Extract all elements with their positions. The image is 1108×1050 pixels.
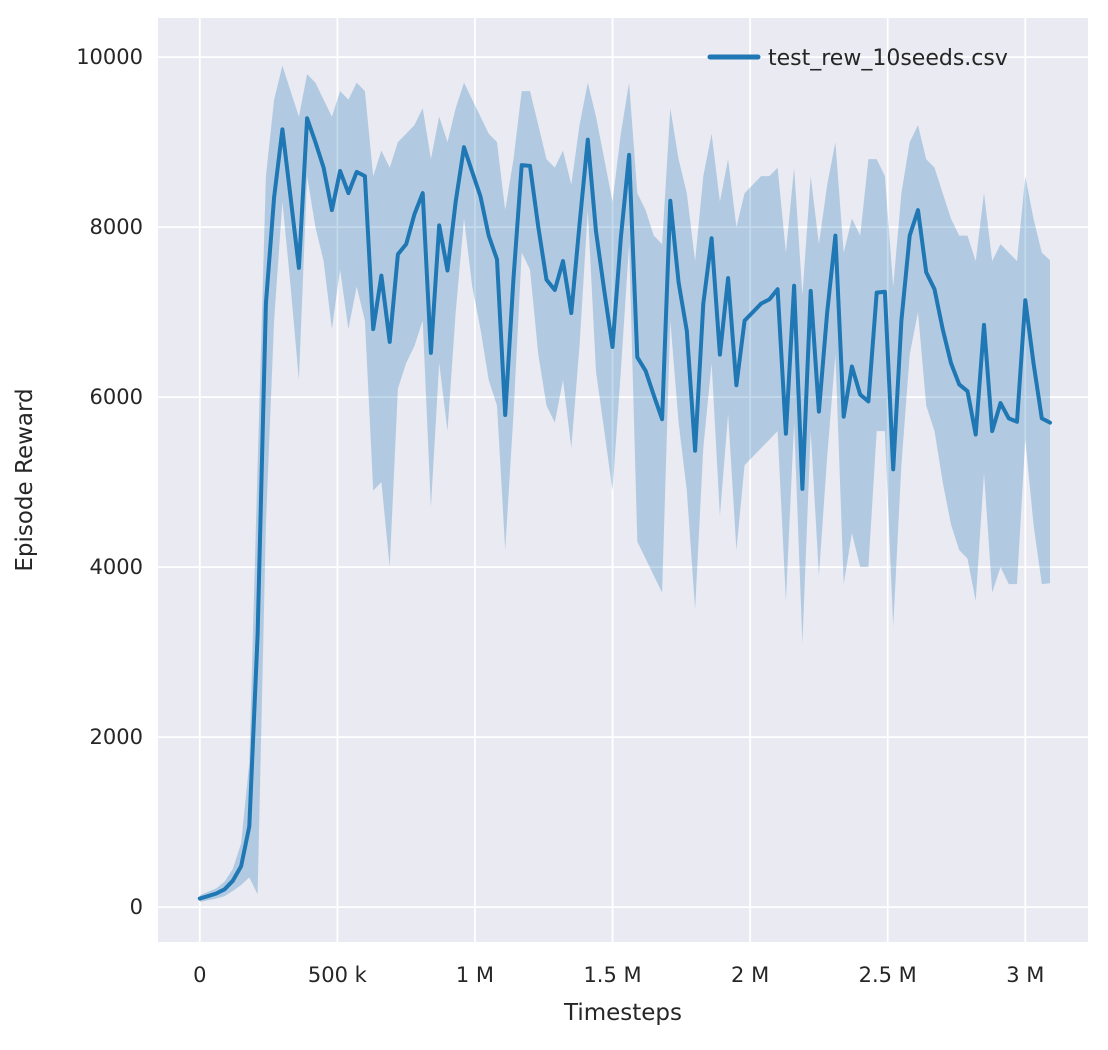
legend-label: test_rew_10seeds.csv	[768, 46, 1008, 71]
y-tick-label: 8000	[90, 215, 143, 239]
x-tick-label: 1 M	[456, 963, 494, 987]
x-tick-label: 3 M	[1006, 963, 1044, 987]
y-tick-label: 10000	[76, 45, 143, 69]
y-axis-label: Episode Reward	[12, 388, 38, 571]
y-tick-label: 4000	[90, 555, 143, 579]
x-tick-label: 500 k	[308, 963, 368, 987]
x-tick-label: 1.5 M	[583, 963, 641, 987]
y-tick-labels: 0 2000 4000 6000 8000 10000	[76, 45, 143, 919]
x-axis-label: Timesteps	[563, 1000, 682, 1026]
y-tick-label: 6000	[90, 385, 143, 409]
x-tick-label: 0	[193, 963, 206, 987]
y-tick-label: 2000	[90, 725, 143, 749]
legend: test_rew_10seeds.csv	[707, 46, 1008, 71]
grid-lines	[158, 18, 1088, 942]
mean-line	[197, 116, 1052, 901]
x-tick-labels: 0 500 k 1 M 1.5 M 2 M 2.5 M 3 M	[193, 963, 1044, 987]
plot-panel	[158, 18, 1088, 942]
x-tick-label: 2.5 M	[859, 963, 917, 987]
y-tick-label: 0	[130, 895, 143, 919]
x-tick-label: 2 M	[731, 963, 769, 987]
mean-reward-line	[197, 116, 1052, 901]
